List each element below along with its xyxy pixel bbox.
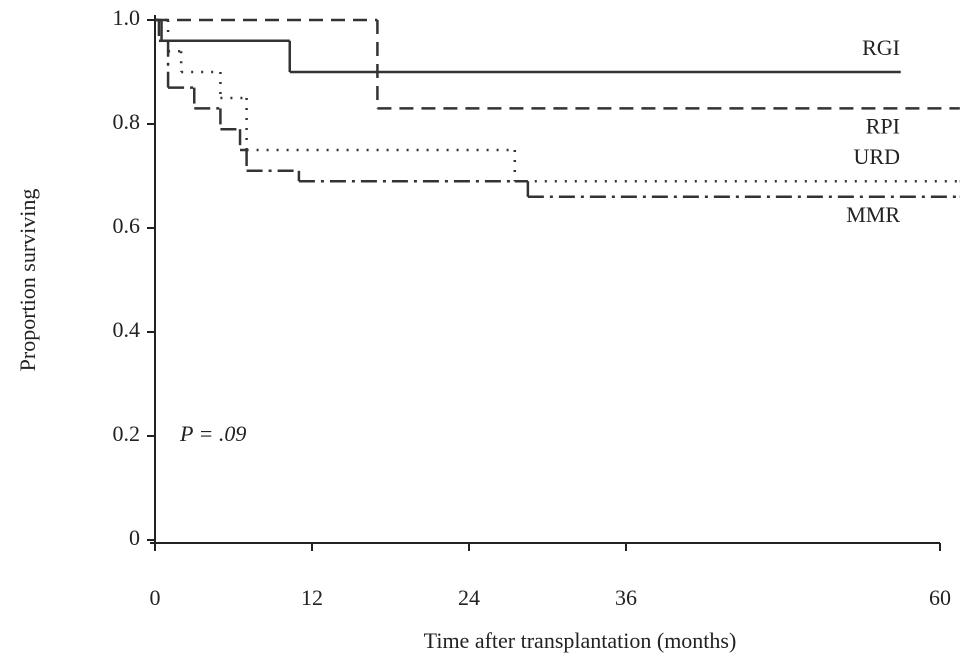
annotation: P = .09 xyxy=(179,421,246,446)
x-tick-label: 60 xyxy=(929,585,951,610)
y-tick-label: 0.6 xyxy=(113,213,141,238)
y-tick-label: 0.4 xyxy=(113,317,141,342)
x-tick-label: 24 xyxy=(458,585,480,610)
series-label: RPI xyxy=(866,113,900,138)
y-tick-label: 0.8 xyxy=(113,109,141,134)
series-label: URD xyxy=(854,144,900,169)
y-tick-label: 0.2 xyxy=(113,421,141,446)
series-label: MMR xyxy=(846,202,900,227)
series-label: RGI xyxy=(862,35,900,60)
x-tick-label: 12 xyxy=(301,585,323,610)
y-tick-label: 1.0 xyxy=(113,5,141,30)
x-tick-label: 36 xyxy=(615,585,637,610)
y-tick-label: 0 xyxy=(129,525,140,550)
x-axis-title: Time after transplantation (months) xyxy=(424,628,737,653)
y-axis-title: Proportion surviving xyxy=(15,189,40,372)
x-tick-label: 0 xyxy=(150,585,161,610)
